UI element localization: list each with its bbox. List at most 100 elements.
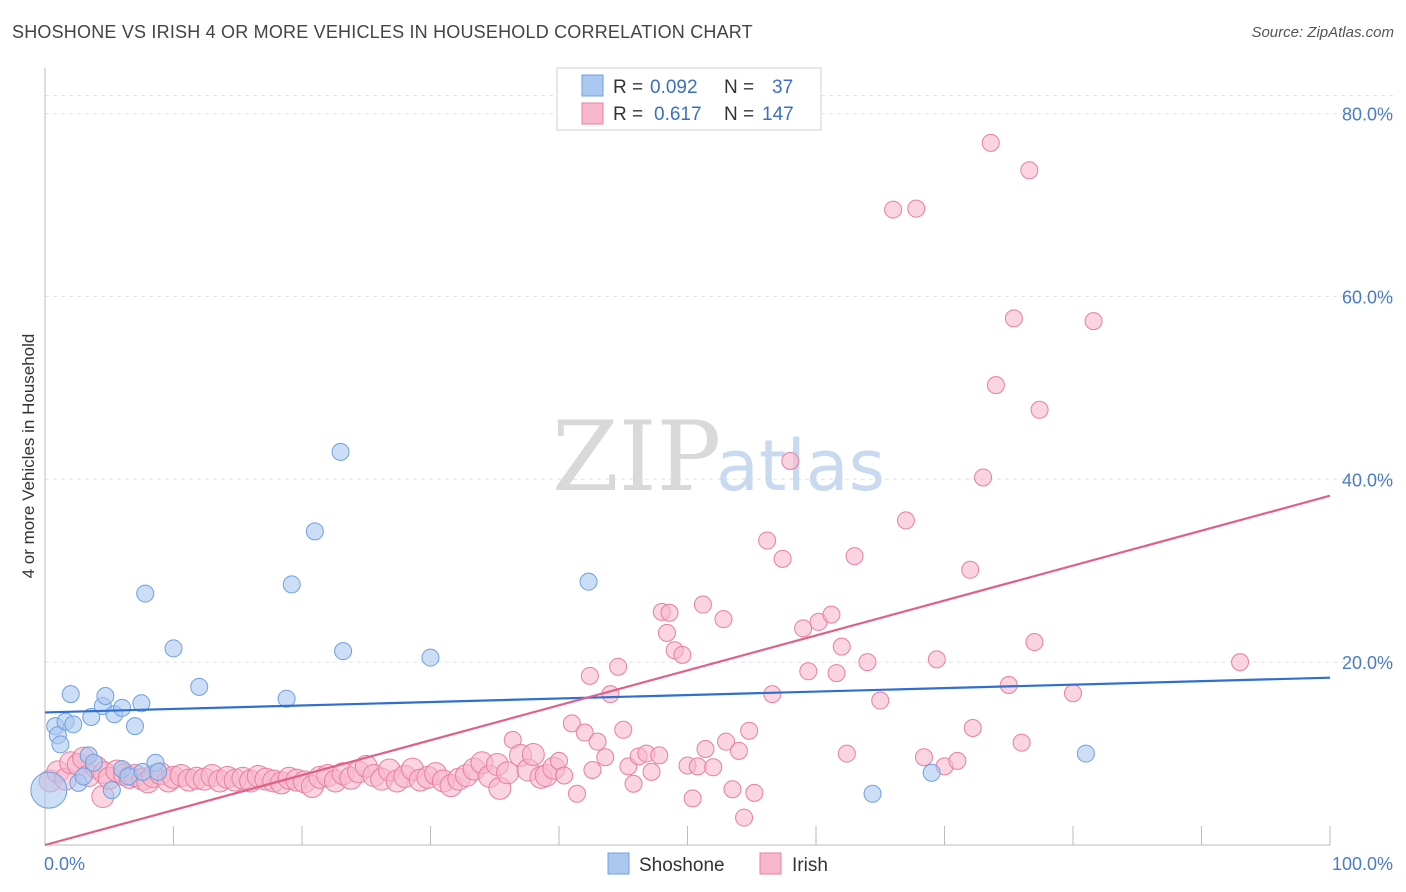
bottom-legend-swatch-shoshone [607,852,630,875]
irish-point-107 [745,783,764,802]
irish-point-96 [683,789,702,808]
irish-point-91 [657,623,676,642]
irish-point-125 [914,748,933,767]
irish-point-133 [986,376,1005,395]
irish-point-80 [596,748,615,767]
irish-point-103 [723,780,742,799]
shoshone-point-30 [331,442,350,461]
irish-point-88 [642,762,661,781]
irish-point-117 [832,637,851,656]
irish-point-74 [562,714,581,733]
irish-point-77 [580,666,599,685]
y-tick-label-2: 60.0% [1342,287,1393,307]
legend-r-label-irish: R = [613,104,643,125]
legend-swatch-shoshone [581,74,604,97]
irish-point-134 [999,676,1018,694]
shoshone-point-26 [190,677,209,696]
shoshone-point-29 [305,522,324,541]
irish-point-120 [858,653,877,672]
shoshone-point-11 [84,753,103,772]
irish-point-94 [673,645,692,664]
watermark-atlas: atlas [716,425,885,507]
irish-point-128 [948,751,967,770]
irish-point-115 [822,605,841,624]
legend-n-value-irish: 147 [762,104,794,125]
irish-point-139 [1030,400,1049,419]
irish-point-97 [688,757,707,776]
irish-point-113 [799,662,818,681]
legend-r-value-irish: 0.617 [654,104,702,125]
irish-point-131 [974,468,993,487]
irish-point-122 [884,200,903,219]
irish-point-108 [758,531,777,550]
legend: R = 0.092 N = 37 R = 0.617 N = 147 [556,67,822,131]
shoshone-point-35 [922,763,941,782]
shoshone-point-22 [136,584,155,603]
shoshone-points [30,442,1095,809]
irish-trend-line [44,494,1331,847]
irish-points [38,133,1250,827]
irish-point-106 [740,721,759,740]
irish-point-110 [773,549,792,568]
irish-point-101 [714,610,733,629]
x-tick-label-0: 0.0% [44,854,85,874]
irish-point-119 [845,547,864,566]
shoshone-point-8 [74,767,93,786]
legend-n-value-shoshone: 37 [772,77,793,98]
irish-point-81 [601,685,620,704]
watermark: ZIP atlas [552,401,885,513]
shoshone-point-13 [96,686,115,705]
chart-title: SHOSHONE VS IRISH 4 OR MORE VEHICLES IN … [12,22,753,42]
irish-point-126 [927,650,946,669]
shoshone-point-10 [82,708,101,726]
shoshone-point-14 [102,781,121,800]
shoshone-point-31 [334,642,353,661]
shoshone-point-6 [64,715,83,734]
shoshone-point-28 [282,575,301,594]
irish-point-112 [794,619,813,638]
x-tick-label-1: 100.0% [1332,854,1393,874]
irish-point-89 [650,746,669,765]
shoshone-point-24 [149,762,168,781]
legend-n-label-irish: N = [724,104,754,125]
irish-point-140 [1064,684,1082,703]
irish-point-98 [693,595,712,614]
irish-point-124 [907,199,926,218]
irish-point-82 [609,657,628,676]
irish-point-135 [1004,309,1023,328]
irish-point-73 [555,766,574,785]
irish-point-123 [896,511,915,530]
shoshone-point-27 [277,689,296,708]
irish-point-92 [660,603,679,622]
y-tick-label-3: 80.0% [1342,105,1393,125]
irish-point-111 [781,452,800,470]
tick-labels: 20.0% 40.0% 60.0% 80.0% 0.0% 100.0% [44,105,1393,874]
y-tick-label-0: 20.0% [1342,653,1393,673]
chart-source: Source: ZipAtlas.com [1251,24,1394,41]
irish-point-109 [763,685,782,704]
irish-point-132 [981,133,1000,152]
shoshone-point-17 [113,698,132,717]
bottom-legend-label-shoshone: Shoshone [639,855,725,876]
irish-point-142 [1231,653,1250,672]
irish-point-121 [871,691,890,710]
irish-point-105 [735,808,754,827]
y-tick-label-1: 40.0% [1342,470,1393,490]
trend-lines [44,494,1331,847]
shoshone-point-36 [1076,744,1095,763]
irish-point-79 [588,732,607,751]
bottom-legend-label-irish: Irish [792,855,828,876]
irish-point-104 [729,741,748,760]
shoshone-trend-line [44,676,1331,714]
irish-point-75 [567,784,586,803]
bottom-legend-swatch-irish [759,852,782,875]
irish-point-100 [704,758,723,777]
shoshone-point-25 [164,639,183,658]
irish-point-78 [583,761,602,780]
irish-point-99 [696,740,715,758]
legend-r-value-shoshone: 0.092 [650,77,698,98]
legend-swatch-irish [581,102,604,125]
irish-point-138 [1025,633,1044,652]
irish-point-118 [837,744,856,763]
